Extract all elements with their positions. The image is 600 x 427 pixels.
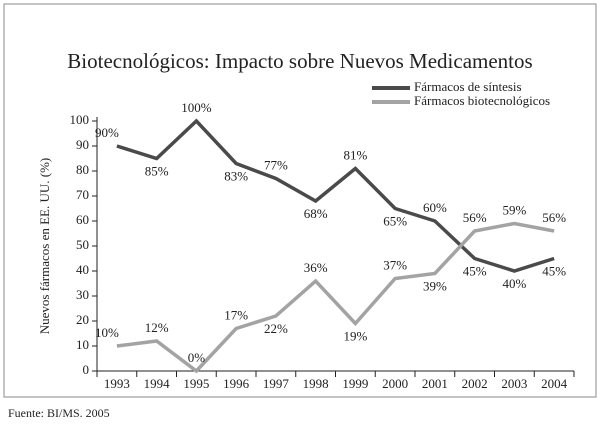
value-label: 10% — [95, 325, 119, 340]
value-label: 81% — [343, 147, 367, 162]
value-label: 22% — [264, 321, 288, 336]
value-label: 77% — [264, 157, 288, 172]
x-tick-label: 2000 — [382, 376, 408, 391]
value-label: 59% — [502, 202, 526, 217]
value-label: 37% — [383, 257, 407, 272]
value-label: 56% — [542, 210, 566, 225]
value-label: 12% — [145, 320, 169, 335]
value-label: 85% — [145, 163, 169, 178]
x-tick-label: 2003 — [501, 376, 527, 391]
x-tick-label: 2001 — [422, 376, 448, 391]
value-label: 36% — [304, 260, 328, 275]
series-line — [116, 221, 555, 374]
x-tick-label: 1995 — [183, 376, 209, 391]
value-label: 65% — [383, 213, 407, 228]
series-line — [116, 118, 555, 273]
x-tick-label: 2004 — [541, 376, 568, 391]
y-tick-label: 50 — [76, 237, 89, 252]
value-label: 0% — [188, 350, 206, 365]
value-label: 40% — [502, 276, 526, 291]
frame — [3, 3, 597, 398]
y-tick-label: 60 — [76, 212, 89, 227]
value-label: 56% — [463, 210, 487, 225]
value-label: 90% — [95, 125, 119, 140]
value-label: 19% — [343, 328, 367, 343]
x-tick-label: 1996 — [223, 376, 250, 391]
y-tick-label: 30 — [76, 287, 89, 302]
source: Fuente: BI/MS. 2005 — [8, 406, 110, 420]
y-tick-label: 70 — [76, 187, 89, 202]
value-label: 45% — [542, 263, 566, 278]
value-label: 45% — [463, 263, 487, 278]
value-label: 17% — [224, 307, 248, 322]
y-tick-label: 40 — [76, 262, 89, 277]
x-tick-label: 1998 — [303, 376, 329, 391]
legend-label: Fármacos biotecnológicos — [414, 93, 550, 108]
x-tick-label: 1994 — [144, 376, 171, 391]
y-tick-label: 90 — [76, 137, 89, 152]
value-label: 83% — [224, 168, 248, 183]
value-label: 39% — [423, 278, 447, 293]
y-tick-label: 20 — [76, 312, 89, 327]
value-label: 68% — [304, 206, 328, 221]
x-tick-label: 2002 — [462, 376, 488, 391]
chart-title: Biotecnológicos: Impacto sobre Nuevos Me… — [67, 49, 532, 73]
y-tick-label: 10 — [76, 337, 89, 352]
x-tick-label: 1999 — [342, 376, 368, 391]
y-tick-label: 100 — [70, 112, 90, 127]
y-tick-label: 0 — [83, 362, 90, 377]
value-label: 100% — [181, 100, 212, 115]
y-tick-label: 80 — [76, 162, 89, 177]
value-label: 60% — [423, 200, 447, 215]
y-axis-label: Nuevos fármacos en EE. UU. (%) — [37, 158, 52, 335]
x-tick-label: 1993 — [104, 376, 130, 391]
legend-label: Fármacos de síntesis — [414, 79, 522, 94]
x-tick-label: 1997 — [263, 376, 290, 391]
